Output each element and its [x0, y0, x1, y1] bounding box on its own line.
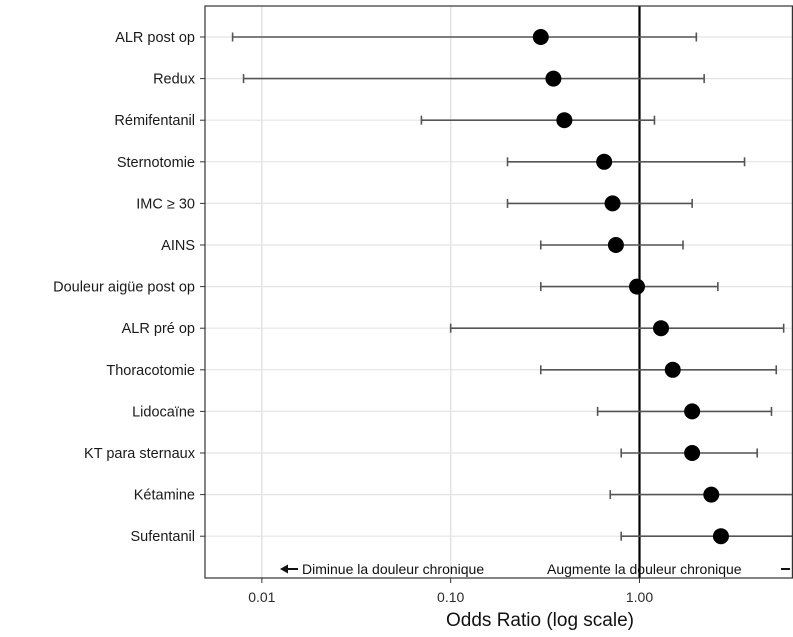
row-label: Douleur aigüe post op: [53, 280, 195, 296]
left-arrow-icon: [280, 564, 288, 574]
row-label: Lidocaïne: [132, 404, 195, 420]
plot-panel-border: [204, 5, 793, 579]
odds-ratio-point: [684, 403, 701, 420]
x-tick-label: 1.00: [626, 589, 653, 605]
x-tick-label: 0.10: [437, 589, 464, 605]
odds-ratio-point: [596, 153, 613, 170]
annotation-decrease: Diminue la douleur chronique: [302, 561, 484, 577]
annotation-increase: Augmente la douleur chronique: [547, 561, 742, 577]
row-label: Sufentanil: [131, 529, 196, 545]
row-label: Kétamine: [134, 488, 195, 504]
row-label: Thoracotomie: [106, 363, 195, 379]
odds-ratio-point: [703, 486, 720, 503]
row-label: Sternotomie: [117, 155, 195, 171]
odds-ratio-point: [629, 278, 646, 295]
row-label: Rémifentanil: [114, 113, 195, 129]
x-tick-labels: 0.010.101.0010.00: [248, 589, 653, 605]
row-label: Redux: [153, 72, 196, 88]
x-tick-label: 0.01: [248, 589, 275, 605]
odds-ratio-point: [653, 320, 670, 337]
row-label: IMC ≥ 30: [136, 196, 195, 212]
direction-annotation-left: Diminue la douleur chronique: [280, 561, 484, 577]
odds-ratio-point: [604, 195, 621, 212]
odds-ratio-point: [684, 445, 701, 461]
error-bars: [231, 32, 793, 541]
odds-ratio-point: [607, 237, 624, 253]
row-label: AINS: [161, 238, 195, 254]
odds-ratio-points: [532, 29, 729, 545]
row-label: ALR post op: [115, 30, 195, 46]
y-ticks: [200, 36, 205, 537]
odds-ratio-point: [545, 70, 562, 87]
row-labels: ALR post op Redux Rémifentanil Sternotomie I…: [53, 30, 196, 545]
direction-annotation-right: Augmente la douleur chronique: [547, 561, 790, 577]
odds-ratio-point: [664, 361, 681, 378]
x-axis-title: Odds Ratio (log scale): [446, 610, 634, 631]
x-ticks: [261, 578, 640, 583]
odds-ratio-point: [712, 528, 729, 545]
row-label: KT para sternaux: [84, 446, 196, 462]
odds-ratio-point: [532, 29, 549, 45]
odds-ratio-point: [556, 112, 573, 129]
row-label: ALR pré op: [122, 321, 195, 337]
